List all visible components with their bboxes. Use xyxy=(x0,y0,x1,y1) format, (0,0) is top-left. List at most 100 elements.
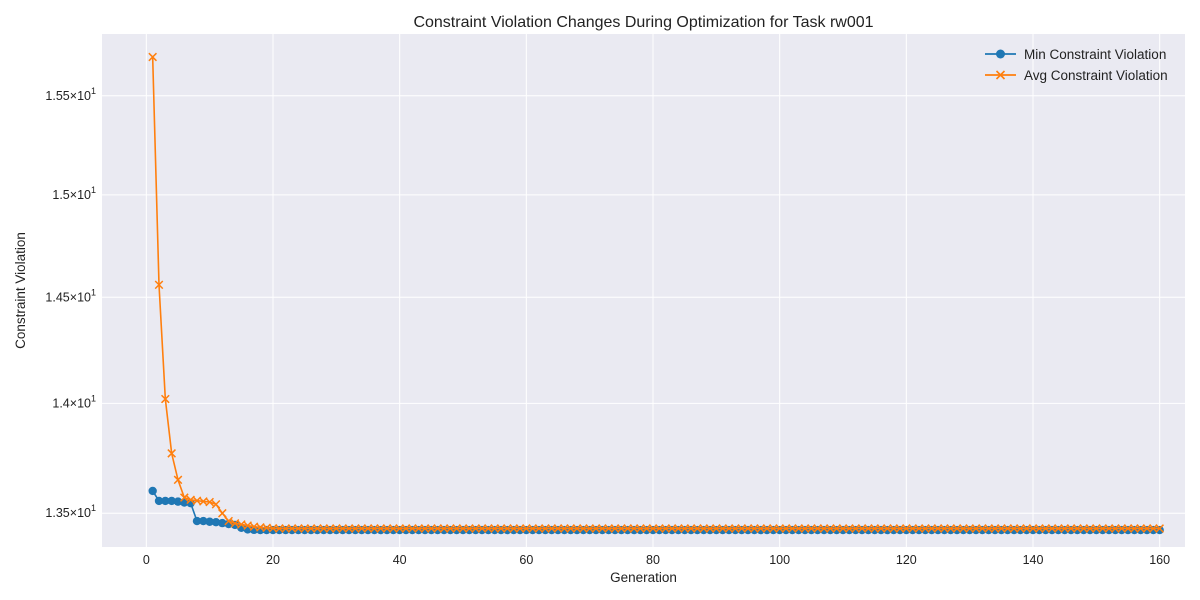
data-point xyxy=(173,497,183,506)
data-point xyxy=(750,524,759,533)
data-point xyxy=(363,524,373,533)
y-tick-label: 1.35×101 xyxy=(45,503,96,520)
data-point xyxy=(807,524,816,533)
data-point xyxy=(737,524,746,533)
x-tick-label: 140 xyxy=(1023,553,1044,567)
data-point xyxy=(769,524,778,533)
data-point xyxy=(667,524,677,533)
data-point xyxy=(693,524,702,533)
chart-title: Constraint Violation Changes During Opti… xyxy=(413,14,873,31)
data-point xyxy=(199,516,208,526)
data-point xyxy=(376,524,385,533)
data-point xyxy=(1041,524,1051,533)
data-point xyxy=(813,524,822,533)
data-point xyxy=(756,524,765,533)
y-tick-exponent: 1 xyxy=(91,185,96,195)
y-tick-exponent: 1 xyxy=(91,503,96,513)
data-point xyxy=(946,524,955,533)
data-point xyxy=(420,524,430,533)
data-point xyxy=(902,524,911,533)
x-tick-label: 100 xyxy=(769,553,790,567)
data-point xyxy=(598,524,607,533)
data-point xyxy=(458,524,468,533)
data-point xyxy=(952,524,962,533)
data-point xyxy=(325,524,335,533)
data-point xyxy=(1047,524,1057,533)
data-point xyxy=(509,524,518,533)
y-tick-label: 1.55×101 xyxy=(45,86,96,103)
data-point xyxy=(351,524,360,533)
data-point xyxy=(503,524,512,533)
data-point xyxy=(965,524,974,533)
data-point xyxy=(933,524,943,533)
data-point xyxy=(1034,524,1044,533)
data-point xyxy=(579,524,588,533)
y-tick-exponent: 1 xyxy=(91,393,96,403)
data-point xyxy=(794,524,803,533)
data-point xyxy=(287,524,297,533)
x-tick-label: 0 xyxy=(143,553,150,567)
data-point xyxy=(357,524,366,533)
data-point xyxy=(908,524,917,533)
data-point xyxy=(788,524,797,533)
data-point xyxy=(990,524,1000,533)
data-point xyxy=(1155,525,1164,535)
x-tick-label: 120 xyxy=(896,553,917,567)
data-point xyxy=(211,499,221,509)
data-point xyxy=(218,508,227,518)
data-point xyxy=(471,524,480,533)
data-point xyxy=(515,524,525,533)
data-point xyxy=(452,524,461,533)
data-point xyxy=(1117,524,1127,533)
data-point xyxy=(623,524,632,533)
data-point xyxy=(477,524,487,533)
y-tick-base: ×10 xyxy=(70,506,91,520)
data-point xyxy=(1009,524,1019,533)
x-axis: 0 20 40 60 80 100 120 140 160 xyxy=(143,553,1170,567)
data-point xyxy=(604,524,613,533)
data-point xyxy=(1091,524,1101,533)
legend-marker-min xyxy=(996,49,1005,59)
y-tick-mantissa: 1.5 xyxy=(52,188,69,202)
data-point xyxy=(1079,524,1089,533)
data-point xyxy=(211,518,221,527)
data-point xyxy=(319,524,328,533)
y-tick-base: ×10 xyxy=(70,290,91,304)
data-point xyxy=(921,524,930,533)
y-axis-title: Constraint Violation xyxy=(13,232,28,349)
series-layer xyxy=(148,52,1165,535)
data-point xyxy=(161,394,170,404)
data-point xyxy=(978,524,987,533)
data-point xyxy=(1104,524,1114,533)
data-point xyxy=(496,524,506,533)
data-point xyxy=(655,524,664,533)
y-tick-base: ×10 xyxy=(70,396,91,410)
legend-label-avg: Avg Constraint Violation xyxy=(1024,68,1168,83)
data-point xyxy=(1003,524,1013,533)
data-point xyxy=(408,524,417,533)
grid xyxy=(102,34,1185,547)
data-point xyxy=(838,524,848,533)
data-point xyxy=(161,496,170,506)
plot-area xyxy=(102,34,1185,547)
data-point xyxy=(617,524,626,533)
y-tick-label: 1.45×101 xyxy=(45,287,96,304)
data-point xyxy=(984,524,993,533)
data-point xyxy=(370,524,379,533)
data-point xyxy=(1155,524,1165,533)
y-tick-mantissa: 1.4 xyxy=(52,396,69,410)
data-point xyxy=(1022,524,1032,533)
data-point xyxy=(724,524,734,533)
data-point xyxy=(313,524,322,533)
data-point xyxy=(1110,524,1120,533)
data-point xyxy=(389,524,398,533)
data-point xyxy=(864,524,873,533)
y-tick-base: ×10 xyxy=(70,89,91,103)
legend-marker-avg xyxy=(995,70,1006,80)
data-point xyxy=(167,449,176,458)
data-point xyxy=(167,496,176,506)
data-point xyxy=(205,517,214,526)
data-point xyxy=(306,524,316,533)
data-point xyxy=(889,524,898,533)
